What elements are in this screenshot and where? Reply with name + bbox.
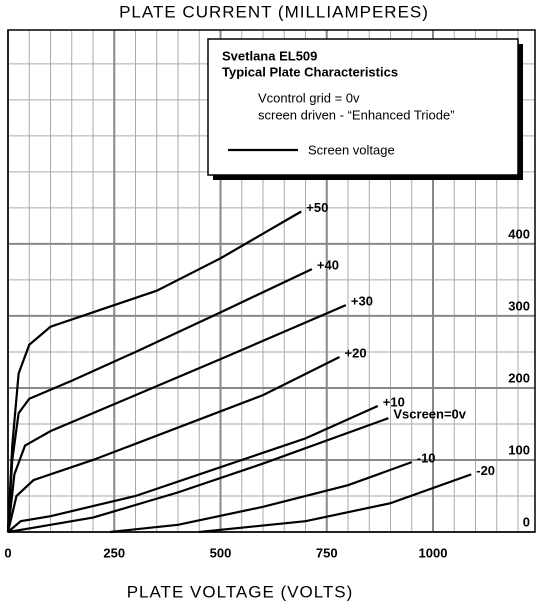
legend-entry: Screen voltage xyxy=(308,142,395,157)
curve xyxy=(7,417,389,534)
curve-label: Vscreen=0v xyxy=(393,407,466,422)
curve-label: +20 xyxy=(345,345,367,360)
curve-label: -20 xyxy=(476,463,495,478)
curve-label: +30 xyxy=(351,294,373,309)
y-tick-label: 200 xyxy=(508,370,530,385)
x-tick-label: 750 xyxy=(316,545,338,560)
y-axis-title: PLATE CURRENT (MILLIAMPERES) xyxy=(119,2,429,21)
curve xyxy=(7,404,379,533)
legend-box xyxy=(207,38,519,176)
y-tick-label: 300 xyxy=(508,298,530,313)
curve-label: +50 xyxy=(306,200,328,215)
curve-label: +10 xyxy=(383,394,405,409)
x-tick-label: 1000 xyxy=(419,545,448,560)
legend-note: screen driven - “Enhanced Triode” xyxy=(258,107,455,122)
x-axis-title: PLATE VOLTAGE (VOLTS) xyxy=(127,582,354,601)
x-tick-label: 250 xyxy=(103,545,125,560)
curve-label: +40 xyxy=(317,258,339,273)
y-tick-label: 400 xyxy=(508,226,530,241)
curve xyxy=(109,461,413,534)
x-tick-label: 500 xyxy=(210,545,232,560)
curve xyxy=(6,268,313,533)
legend-title: Typical Plate Characteristics xyxy=(222,64,398,79)
curve xyxy=(6,304,347,533)
legend-note: Vcontrol grid = 0v xyxy=(258,90,360,105)
curve xyxy=(199,473,472,534)
curve-label: -10 xyxy=(417,451,436,466)
x-tick-label: 0 xyxy=(4,545,11,560)
curve xyxy=(6,210,302,533)
curve xyxy=(6,355,340,533)
legend-title: Svetlana EL509 xyxy=(222,48,317,63)
y-tick-label: 0 xyxy=(523,514,530,529)
y-tick-label: 100 xyxy=(508,442,530,457)
plot-frame xyxy=(7,29,536,533)
